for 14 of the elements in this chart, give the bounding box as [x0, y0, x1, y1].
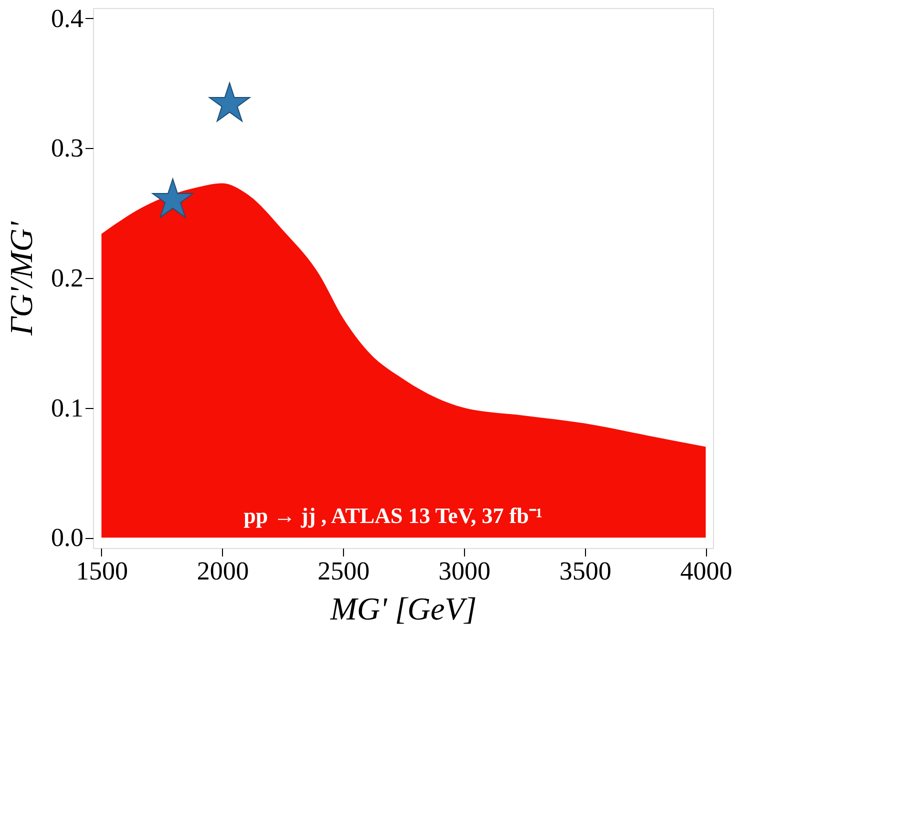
y-axis-title: ΓG'/MG': [3, 220, 39, 336]
y-tick-label: 0.0: [51, 523, 84, 552]
x-tick-label: 4000: [680, 556, 732, 586]
y-tick-label: 0.4: [51, 4, 84, 33]
x-axis-title: MG' [GeV]: [329, 590, 477, 626]
x-tick-label: 2500: [318, 556, 370, 586]
y-tick-label: 0.2: [51, 264, 84, 292]
annotation: pp → jj , ATLAS 13 TeV, 37 fb⁻¹: [244, 503, 542, 528]
y-tick-label: 0.3: [51, 134, 84, 163]
x-tick-label: 3000: [438, 556, 491, 586]
x-tick-label: 1500: [76, 556, 128, 586]
y-tick-label: 0.1: [51, 393, 84, 422]
x-tick-label: 3500: [559, 556, 612, 586]
x-tick-label: 2000: [196, 556, 249, 586]
